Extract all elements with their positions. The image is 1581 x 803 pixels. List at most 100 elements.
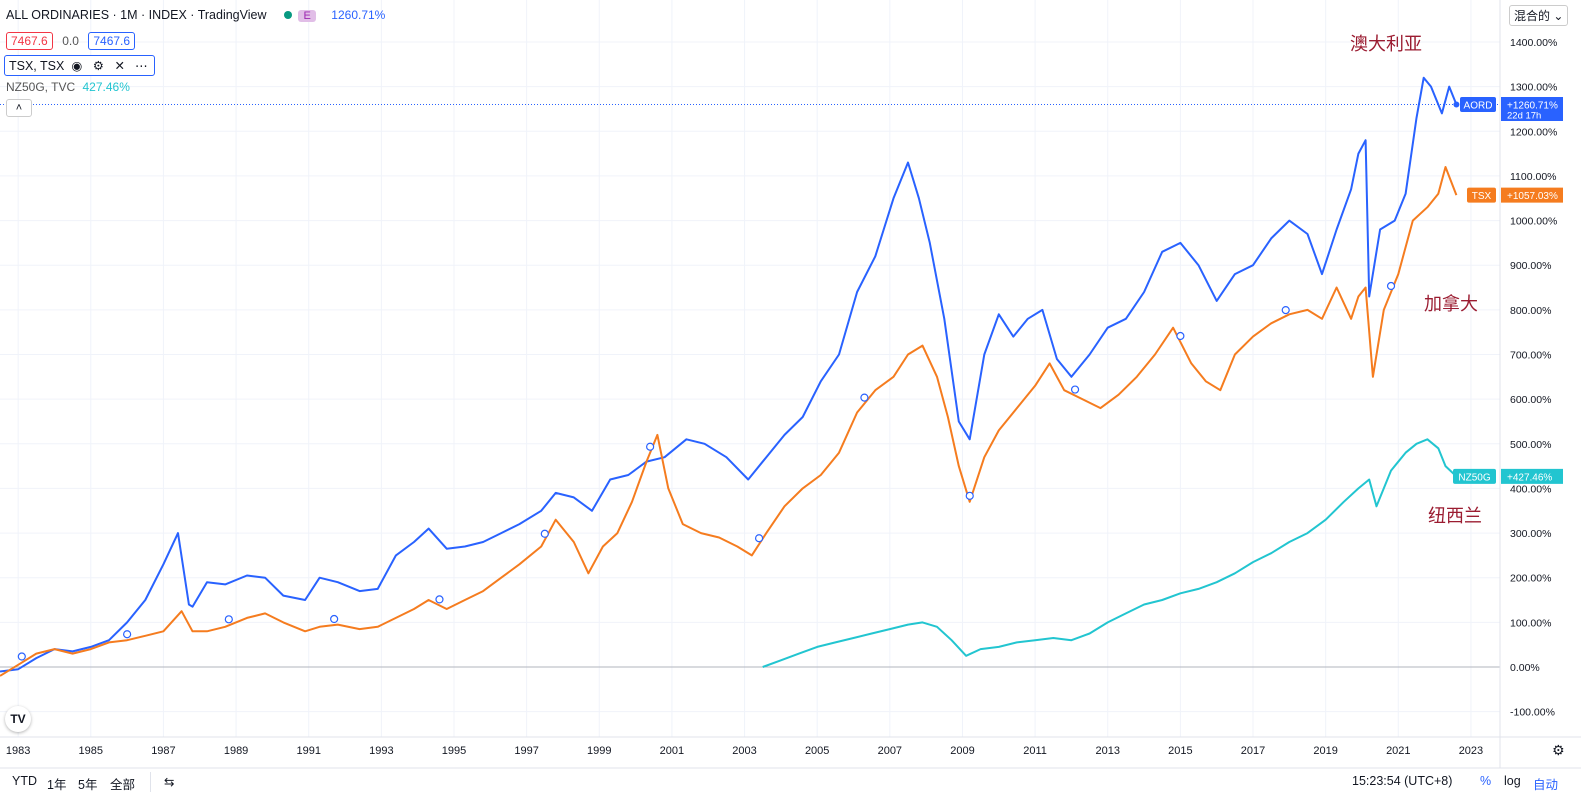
scale-mode-menu[interactable]: 混合的 ⌄	[1509, 5, 1569, 26]
scale-mode-label: 混合的	[1514, 9, 1551, 23]
series-tsx-label: TSX, TSX	[9, 59, 65, 73]
chevron-down-icon: ⌄	[1553, 9, 1564, 23]
dividend-marker	[540, 529, 549, 538]
price-value-bg	[1501, 468, 1563, 484]
y-tick-label: 600.00%	[1510, 394, 1551, 406]
chart-title: ALL ORDINARIES · 1M · INDEX · TradingVie…	[6, 8, 267, 22]
clock-time[interactable]: 15:23:54 (UTC+8)	[1352, 774, 1453, 788]
x-tick-label: 2015	[1168, 745, 1192, 757]
dividend-marker	[754, 534, 764, 543]
x-tick-label: 2023	[1459, 745, 1483, 757]
dividend-marker	[1281, 306, 1290, 315]
series-line-aord	[0, 76, 1458, 673]
x-tick-label: 2003	[732, 745, 756, 757]
y-tick-label: 700.00%	[1510, 350, 1551, 362]
toolbar-divider	[150, 772, 151, 792]
auto-toggle[interactable]: 自动	[1533, 778, 1559, 792]
dividend-marker	[17, 652, 26, 661]
x-tick-label: 2013	[1096, 745, 1120, 757]
legend-series-tsx[interactable]: TSX, TSX ◉ ⚙ ✕ ⋯	[4, 55, 156, 76]
legend-series-nz: NZ50G, TVC 427.46%	[6, 80, 130, 94]
dividend-marker	[435, 595, 444, 604]
x-tick-label: 1997	[514, 745, 538, 757]
price-value-bg	[1501, 187, 1563, 203]
x-tick-label: 1999	[587, 745, 611, 757]
y-tick-label: 100.00%	[1510, 617, 1551, 629]
dividend-marker	[330, 614, 339, 624]
range-ytd[interactable]: YTD	[12, 774, 37, 788]
price-labels: AORD +1260.71%22d 17h TSX +1057.03% NZ50G +42…	[1453, 97, 1563, 484]
x-tick-label: 1983	[6, 745, 30, 757]
range-1y[interactable]: 1年	[47, 778, 67, 792]
close-icon[interactable]: ✕	[114, 59, 126, 73]
y-tick-label: 800.00%	[1510, 305, 1551, 317]
grid-lines	[0, 0, 1500, 737]
x-tick-label: 1985	[79, 745, 103, 757]
y-tick-label: 0.00%	[1510, 662, 1540, 674]
range-all[interactable]: 全部	[110, 778, 136, 792]
settings-gear-icon[interactable]: ⚙	[1552, 742, 1565, 758]
x-axis: 1983 1985 1987 1989 1991 1993 1995 1997 1999 2001…	[6, 745, 1483, 757]
x-tick-label: 1993	[369, 745, 393, 757]
dividend-marker	[224, 615, 233, 624]
more-icon[interactable]: ⋯	[135, 59, 148, 73]
legend-main: ALL ORDINARIES · 1M · INDEX · TradingVie…	[6, 8, 385, 22]
price-tag-tsx: TSX	[1472, 191, 1492, 202]
y-tick-label: -100.00%	[1510, 707, 1555, 719]
price-tag-bg	[1467, 187, 1496, 203]
last-point-aord	[1453, 101, 1460, 108]
price-value-tsx: +1057.03%	[1507, 191, 1558, 202]
price-value-aord: +1260.71%	[1507, 101, 1558, 112]
price-box-blue: 7467.6	[88, 32, 136, 50]
x-tick-label: 2021	[1386, 745, 1410, 757]
y-tick-label: 1000.00%	[1510, 216, 1557, 228]
y-tick-label: 500.00%	[1510, 439, 1551, 451]
percent-toggle[interactable]: %	[1480, 774, 1492, 788]
x-tick-label: 2011	[1023, 745, 1047, 757]
price-tag-bg	[1453, 468, 1496, 484]
exchange-badge[interactable]: E	[298, 10, 316, 22]
y-tick-label: 300.00%	[1510, 528, 1551, 540]
dividend-marker	[123, 630, 132, 639]
price-value-nz50g: +427.46%	[1507, 472, 1552, 483]
x-tick-label: 1989	[224, 745, 248, 757]
annotation-new-zealand: 纽西兰	[1428, 506, 1482, 527]
dividend-marker	[1070, 385, 1080, 394]
bottom-toolbar: YTD 1年 5年 全部 ⇆ 15:23:54 (UTC+8) % log 自动…	[0, 742, 1581, 803]
annotation-australia: 澳大利亚	[1350, 34, 1422, 55]
price-countdown: 22d 17h	[1507, 111, 1541, 122]
x-tick-label: 2007	[878, 745, 902, 757]
y-tick-label: 900.00%	[1510, 260, 1551, 272]
dividend-markers	[17, 281, 1396, 661]
main-percent: 1260.71%	[331, 8, 386, 22]
log-toggle[interactable]: log	[1504, 774, 1521, 788]
eye-icon[interactable]: ◉	[71, 59, 83, 73]
x-tick-label: 2001	[660, 745, 684, 757]
x-tick-label: 2017	[1241, 745, 1265, 757]
y-tick-label: 1400.00%	[1510, 37, 1557, 49]
tradingview-logo[interactable]: TV	[5, 706, 31, 732]
y-tick-label: 200.00%	[1510, 573, 1551, 585]
series-line-tsx	[0, 166, 1458, 677]
annotation-canada: 加拿大	[1424, 294, 1478, 315]
collapse-legend-button[interactable]: ˄	[6, 99, 32, 117]
gear-icon[interactable]: ⚙	[92, 59, 104, 73]
dividend-marker	[1386, 281, 1396, 291]
x-tick-label: 2009	[950, 745, 974, 757]
x-tick-label: 2019	[1313, 745, 1337, 757]
dividend-marker	[646, 442, 655, 451]
price-tag-aord: AORD	[1464, 101, 1493, 112]
price-box-red: 7467.6	[6, 32, 53, 50]
status-dot-icon	[283, 11, 292, 19]
tv-logo-icon: TV	[10, 712, 26, 726]
x-tick-label: 2005	[805, 745, 829, 757]
dividend-marker	[860, 393, 869, 402]
series-line-nz50g	[762, 438, 1458, 668]
range-5y[interactable]: 5年	[78, 778, 98, 792]
y-tick-label: 1300.00%	[1510, 82, 1557, 94]
price-change: 0.0	[62, 34, 79, 48]
legend-values: 7467.6 0.0 7467.6	[6, 32, 136, 50]
date-range-icon[interactable]: ⇆	[164, 775, 175, 789]
y-tick-label: 400.00%	[1510, 483, 1551, 495]
